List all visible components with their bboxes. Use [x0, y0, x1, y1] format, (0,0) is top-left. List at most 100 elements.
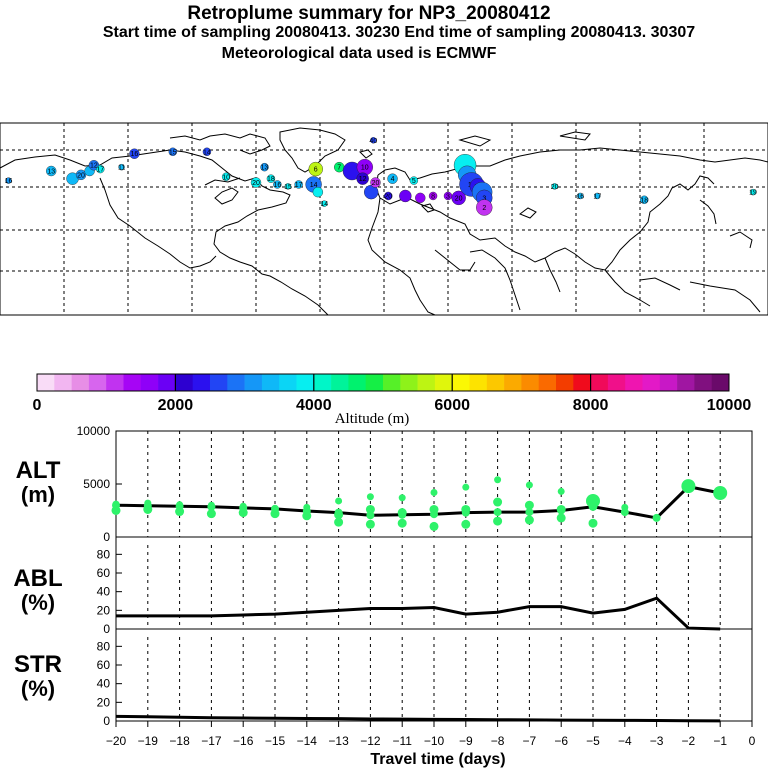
marker-label: 15	[284, 184, 292, 191]
colorbar-tick-label: 2000	[158, 397, 194, 414]
alt-point	[334, 517, 344, 527]
x-tick-label: −18	[169, 734, 190, 748]
plume-marker	[260, 162, 269, 172]
colorbar-cell	[227, 374, 245, 391]
alt-point	[493, 516, 503, 526]
alt-point	[557, 487, 565, 495]
colorbar-cell	[71, 374, 90, 391]
x-tick-label: −1	[713, 734, 727, 748]
colorbar-cell	[504, 374, 522, 391]
colorbar-cell	[521, 374, 539, 391]
plume-marker	[640, 195, 649, 205]
str-ytick-label: 0	[103, 714, 110, 728]
str-ytick-label: 60	[97, 658, 111, 672]
marker-label: 12	[359, 176, 367, 183]
colorbar-cell	[140, 374, 159, 391]
marker-label: 14	[320, 201, 328, 208]
plume-marker	[451, 190, 466, 206]
alt-mean-point	[557, 506, 566, 515]
alt-point	[398, 494, 406, 502]
marker-label: 18	[640, 197, 648, 204]
colorbar-cell	[383, 374, 401, 391]
colorbar-label: Altitude (m)	[335, 411, 410, 427]
alt-panel-unit: (m)	[21, 482, 55, 507]
colorbar-cell	[313, 374, 332, 391]
str-ytick-label: 80	[97, 639, 111, 653]
colorbar-cell	[88, 374, 107, 391]
plume-marker	[577, 192, 584, 200]
plume-marker	[294, 180, 303, 189]
marker-label: 6	[314, 167, 318, 174]
alt-point	[366, 493, 374, 501]
marker-label: 10	[361, 165, 369, 172]
plume-marker	[284, 183, 292, 190]
colorbar-cell	[158, 374, 176, 391]
alt-mean-point	[271, 504, 279, 513]
plume-marker	[476, 199, 493, 216]
plume-marker	[551, 183, 558, 190]
marker-label: 16	[576, 193, 584, 200]
alt-point	[494, 476, 502, 484]
marker-label: 20	[252, 180, 260, 187]
x-tick-label: −6	[554, 734, 568, 748]
alt-mean-point	[239, 503, 248, 512]
alt-point	[206, 509, 216, 519]
marker-label: 16	[5, 178, 13, 185]
marker-label: 14	[203, 149, 211, 156]
colorbar-cell	[486, 374, 505, 391]
marker-label: 19	[749, 190, 757, 197]
alt-point	[525, 481, 533, 489]
colorbar-cell	[348, 374, 366, 391]
marker-label: 12	[90, 163, 98, 170]
x-tick-label: −17	[201, 734, 222, 748]
sampling-time-text: Start time of sampling 20080413. 30230 E…	[102, 24, 696, 41]
x-tick-label: −19	[138, 734, 159, 748]
plume-marker	[266, 174, 276, 183]
x-tick-label: −9	[459, 734, 473, 748]
marker-label: 20	[372, 180, 380, 187]
marker-label: 20	[455, 195, 463, 202]
x-tick-label: −15	[265, 734, 286, 748]
plume-marker	[415, 192, 426, 204]
alt-point	[429, 521, 439, 531]
colorbar-cell	[175, 374, 193, 391]
marker-label: 16	[273, 182, 281, 189]
alt-point	[461, 519, 471, 529]
colorbar-cell	[538, 374, 557, 391]
marker-label: 20	[551, 184, 559, 191]
alt-mean-point	[684, 482, 693, 491]
colorbar-cell	[400, 374, 418, 391]
x-tick-label: −14	[297, 734, 318, 748]
abl-ytick-label: 60	[97, 566, 111, 580]
plume-marker	[387, 173, 398, 184]
map-graticule	[0, 123, 768, 315]
plume-marker	[321, 200, 328, 207]
colorbar-cell	[296, 374, 315, 391]
marker-label: 3	[482, 195, 486, 202]
alt-point	[588, 518, 598, 528]
alt-point	[365, 519, 375, 529]
colorbar-cell	[607, 374, 626, 391]
colorbar-cell	[694, 374, 712, 391]
x-tick-label: −10	[424, 734, 445, 748]
plume-marker	[356, 172, 369, 185]
x-axis-title: Travel time (days)	[370, 751, 505, 768]
colorbar-tick-label: 6000	[434, 397, 470, 414]
abl-ytick-label: 40	[97, 585, 111, 599]
marker-label: 16	[131, 151, 139, 158]
abl-panel-unit: (%)	[21, 590, 55, 615]
alt-mean-point	[461, 508, 470, 517]
str-panel-label: STR	[14, 651, 62, 678]
colorbar-cell	[123, 374, 142, 391]
marker-label: 15	[169, 149, 177, 156]
marker-label: 18	[267, 176, 275, 183]
x-tick-label: −16	[233, 734, 254, 748]
plume-marker	[399, 189, 412, 203]
alt-panel-label: ALT	[16, 457, 61, 484]
alt-mean-point	[175, 502, 184, 511]
marker-label: 40	[369, 138, 377, 145]
alt-mean-point	[493, 508, 502, 517]
marker-label: 17	[295, 182, 303, 189]
colorbar-tick-label: 8000	[573, 397, 609, 414]
